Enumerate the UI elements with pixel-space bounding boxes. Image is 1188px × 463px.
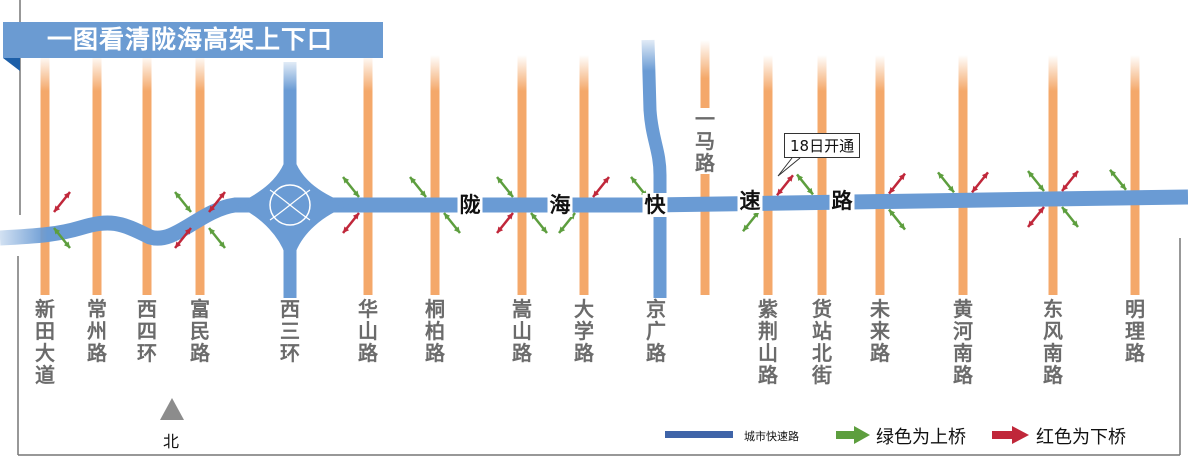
on-ramp-arrow-icon [496,176,514,198]
on-ramp-arrow-icon [742,210,760,233]
street-label: 大学路 [574,297,594,365]
street-label: 常州路 [87,297,107,365]
expressway-name-char: 快 [642,193,668,217]
street-label: 西三环 [280,297,300,365]
street-label: 货站北街 [812,297,832,387]
legend-on-arrow-icon [836,426,870,444]
on-ramp-arrow-icon [1061,206,1079,228]
street-label: 未来路 [870,297,890,365]
on-ramp-arrow-icon [1027,170,1045,192]
north-label: 北 [163,432,180,451]
title-corner-decoration [3,58,20,71]
off-ramp-arrow-icon [1027,206,1045,228]
legend-off-arrow-icon [992,426,1029,444]
off-ramp-arrow-icon [592,176,610,198]
lianghai-expressway [0,149,1188,266]
legend-expressway-label: 城市快速路 [744,430,799,443]
street-label: 黄河南路 [953,297,973,387]
street-9 [641,39,667,298]
on-ramp-arrow-icon [443,212,461,234]
on-ramp-arrow-icon [409,176,427,198]
street-label: 西四环 [137,297,157,365]
off-ramp-arrow-icon [776,174,794,197]
off-ramp-arrow-icon [496,212,514,234]
expressway-name-char: 路 [829,189,855,213]
street-label: 明理路 [1125,297,1145,365]
off-ramp-arrow-icon [1061,170,1079,192]
on-ramp-arrow-icon [53,227,71,249]
on-ramp-arrow-icon [174,191,192,213]
north-arrow-icon [160,398,184,420]
street-label: 东风南路 [1043,297,1063,387]
street-label: 嵩山路 [512,297,532,365]
cross-streets [40,39,1140,299]
expressway-name-char: 陇 [457,193,483,217]
off-ramp-arrow-icon [208,191,226,213]
street-label: 桐柏路 [425,297,445,365]
on-ramp-arrow-icon [937,171,955,194]
expressway-main-line [0,189,1188,246]
frame [17,0,1181,456]
callout-pointer [777,157,801,177]
legend-expressway-swatch [665,431,733,438]
expressway-name-char: 海 [547,193,573,217]
on-ramp-arrow-icon [208,227,226,249]
on-ramp-arrow-icon [342,176,360,198]
street-label: 华山路 [358,297,378,365]
street-label: 一马路 [693,107,717,175]
on-ramp-arrow-icon [530,212,548,234]
street-label: 京广路 [646,297,666,365]
off-ramp-arrow-icon [888,172,906,195]
legend-off-ramp-label: 红色为下桥 [1036,427,1126,448]
legend-on-ramp-label: 绿色为上桥 [876,427,966,448]
ramps [53,169,1127,249]
on-ramp-arrow-icon [796,173,814,196]
street-label: 富民路 [190,297,210,365]
xisanhuan-interchange [235,149,351,266]
off-ramp-arrow-icon [342,212,360,234]
opening-callout: 18日开通 [784,133,861,158]
off-ramp-arrow-icon [174,227,192,249]
expressway-name-char: 速 [737,189,763,213]
off-ramp-arrow-icon [971,171,989,194]
on-ramp-arrow-icon [1109,169,1127,191]
street-label: 紫荆山路 [758,297,778,387]
off-ramp-arrow-icon [53,191,71,213]
street-label: 新田大道 [35,297,55,387]
page-title: 一图看清陇海高架上下口 [3,22,383,58]
on-ramp-arrow-icon [888,208,906,231]
